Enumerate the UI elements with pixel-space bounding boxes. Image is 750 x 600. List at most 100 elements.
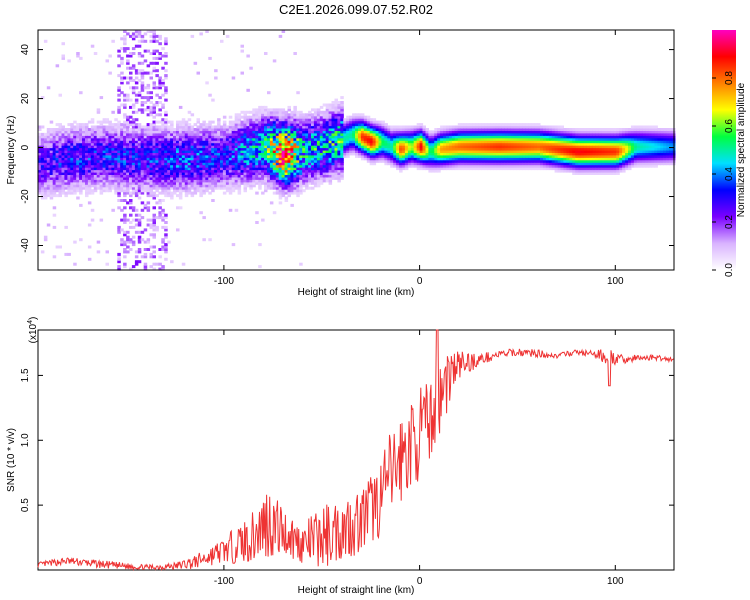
spectrogram-cell	[269, 179, 274, 183]
spectrogram-cell	[161, 240, 165, 244]
spectrogram-cell	[308, 150, 312, 153]
spectrogram-cell	[85, 176, 89, 180]
spectrogram-cell	[419, 150, 424, 153]
spectrogram-cell	[99, 159, 104, 163]
spectrogram-cell	[96, 172, 101, 175]
spectrogram-cell	[281, 128, 286, 131]
spectrogram-cell	[378, 123, 382, 127]
spectrogram-cell	[498, 147, 503, 151]
spectrogram-cell	[554, 147, 559, 151]
spectrogram-cell	[76, 179, 80, 183]
spectrogram-cell	[402, 154, 406, 158]
spectrogram-cell	[264, 167, 268, 171]
spectrogram-cell	[299, 130, 303, 134]
spectrogram-cell	[199, 162, 203, 166]
spectrogram-cell	[484, 135, 488, 139]
spectrogram-cell	[460, 125, 465, 129]
spectrogram-cell	[117, 255, 121, 259]
spectrogram-cell	[158, 79, 162, 82]
spectrogram-cell	[487, 128, 491, 131]
spectrogram-cell	[252, 128, 256, 131]
spectrogram-cell	[222, 157, 227, 161]
spectrogram-cell	[58, 176, 62, 180]
spectrogram-cell	[167, 179, 171, 183]
spectrogram-cell	[126, 76, 130, 80]
spectrogram-cell	[52, 140, 57, 144]
spectrogram-cell	[261, 120, 265, 124]
spectrogram-cell	[134, 110, 139, 114]
spectrogram-cell	[522, 157, 526, 161]
spectrogram-cell	[296, 130, 300, 134]
spectrogram-cell	[446, 162, 450, 166]
spectrogram-cell	[457, 137, 462, 141]
spectrogram-cell	[140, 176, 145, 180]
spectrogram-cell	[237, 113, 242, 117]
spectrogram-cell	[346, 145, 350, 149]
spectrogram-cell	[73, 179, 77, 183]
spectrogram-cell	[231, 172, 236, 175]
spectrogram-cell	[352, 132, 356, 136]
spectrogram-cell	[199, 186, 203, 190]
spectrogram-cell	[390, 157, 394, 161]
spectrogram-cell	[87, 167, 92, 171]
spectrogram-cell	[501, 145, 506, 149]
spectrogram-cell	[290, 113, 294, 117]
spectrogram-cell	[255, 147, 259, 151]
spectrogram-cell	[114, 152, 118, 156]
spectrogram-cell	[137, 30, 142, 33]
spectrogram-cell	[64, 140, 68, 144]
spectrogram-cell	[366, 137, 371, 141]
spectrogram-cell	[158, 169, 162, 173]
spectrogram-cell	[222, 132, 227, 136]
spectrogram-cell	[252, 108, 256, 112]
spectrogram-cell	[249, 162, 253, 166]
spectrogram-cell	[358, 142, 362, 146]
spectrogram-cell	[393, 152, 397, 156]
spectrogram-cell	[58, 128, 62, 131]
spectrogram-cell	[267, 157, 271, 161]
spectrogram-cell	[176, 169, 180, 173]
spectrogram-cell	[55, 157, 60, 161]
spectrogram-cell	[184, 147, 189, 151]
spectrogram-cell	[343, 147, 347, 151]
spectrogram-cell	[316, 110, 321, 114]
spectrogram-cell	[413, 145, 418, 149]
spectrogram-cell	[134, 101, 139, 104]
spectrogram-cell	[463, 128, 468, 131]
spectrogram-cell	[149, 255, 153, 259]
spectrogram-cell	[290, 128, 294, 131]
spectrogram-cell	[181, 120, 186, 124]
spectrogram-cell	[190, 130, 195, 134]
spectrogram-cell	[240, 154, 244, 158]
spectrogram-cell	[79, 140, 83, 144]
spectrogram-cell	[428, 150, 432, 153]
spectrogram-cell	[93, 174, 98, 178]
spectrogram-cell	[214, 169, 218, 173]
spectrogram-cell	[85, 186, 89, 190]
spectrogram-cell	[255, 125, 259, 129]
spectrogram-cell	[264, 125, 268, 129]
spectrogram-cell	[278, 142, 283, 146]
spectrogram-cell	[152, 37, 156, 41]
spectrogram-cell	[46, 169, 51, 173]
spectrogram-cell	[463, 125, 468, 129]
spectrogram-cell	[237, 142, 242, 146]
spectrogram-cell	[67, 174, 71, 178]
spectrogram-cell	[249, 164, 253, 168]
spectrogram-cell	[343, 152, 347, 156]
spectrogram-cell	[478, 145, 482, 149]
spectrogram-cell	[158, 135, 162, 139]
spectrogram-cell	[149, 186, 153, 190]
spectrogram-cell	[164, 216, 168, 220]
spectrogram-cell	[231, 152, 236, 156]
spectrogram-cell	[519, 132, 523, 136]
spectrogram-cell	[149, 233, 153, 237]
spectrogram-cell	[225, 184, 230, 188]
spectrogram-cell	[290, 135, 294, 139]
spectrogram-cell	[510, 157, 515, 161]
spectrogram-cell	[381, 120, 385, 124]
spectrogram-cell	[272, 137, 277, 141]
spectrogram-cell	[143, 140, 148, 144]
spectrogram-cell	[237, 125, 242, 129]
spectrogram-cell	[410, 159, 415, 163]
